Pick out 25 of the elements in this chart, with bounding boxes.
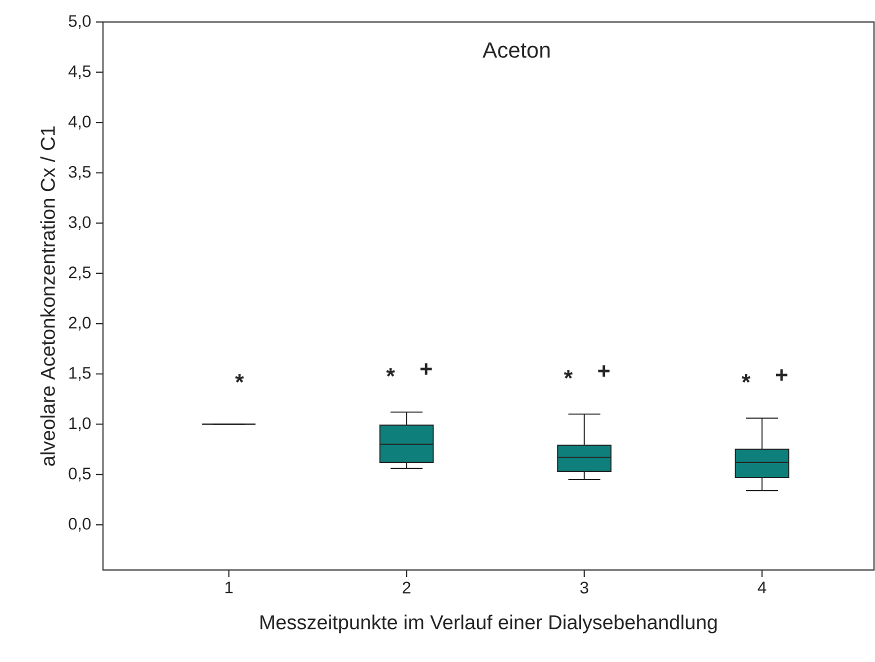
y-tick-label: 4,0 [68,116,91,130]
x-tick-label: 1 [225,582,233,594]
y-tick-label: 5,0 [68,15,91,29]
y-tick-label: 2,0 [68,316,91,331]
annotation: * [386,368,395,377]
annotation: + [420,363,432,375]
y-tick-label: 3,5 [68,166,91,180]
y-axis-title: alveolare Acetonkonzentration Cx / C1 [40,126,55,466]
y-tick-label: 2,5 [68,266,91,280]
text: Aceton [482,42,550,58]
annotation: * [742,374,750,383]
annotation: * [564,370,573,379]
y-tick-label: 0,0 [68,518,91,532]
annotation: + [776,369,788,381]
y-tick-label: 0,5 [68,468,91,482]
y-tick-label: 3,0 [68,216,91,230]
y-tick-label: 1,5 [69,367,91,381]
x-tick-label: 4 [758,582,766,594]
x-axis-title: Messzeitpunkte im Verlauf einer Dialysebehandlung [260,614,717,634]
annotation: * [235,374,244,383]
x-tick-label: 2 [402,582,410,594]
y-tick-label: 4,5 [68,65,91,80]
annotation: + [598,365,610,377]
x-tick-label: 3 [580,582,588,594]
y-tick-label: 1,0 [69,417,91,432]
